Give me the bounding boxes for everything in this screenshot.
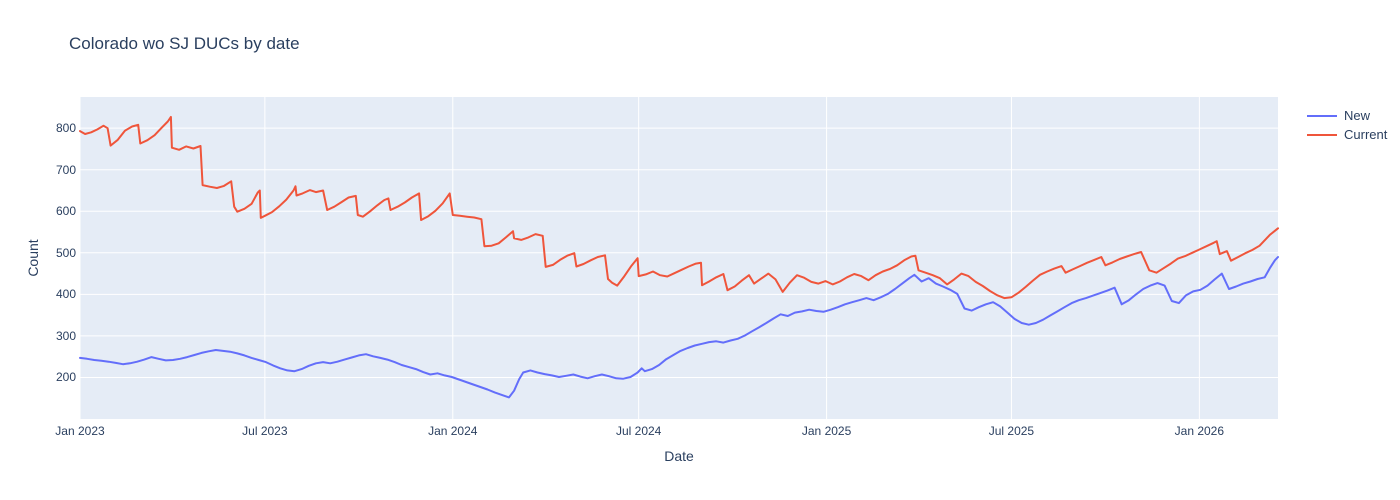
y-tick-label: 500 <box>55 245 76 260</box>
chart-title: Colorado wo SJ DUCs by date <box>69 34 300 53</box>
x-tick-label: Jul 2025 <box>988 424 1035 438</box>
x-tick-label: Jul 2023 <box>242 424 288 438</box>
y-tick-label: 400 <box>55 287 76 302</box>
x-tick-label: Jan 2026 <box>1174 424 1225 438</box>
x-axis-title: Date <box>664 448 694 464</box>
legend-item-new[interactable]: New <box>1307 106 1387 125</box>
legend: New Current <box>1307 106 1387 144</box>
x-tick-label: Jan 2023 <box>55 424 105 438</box>
legend-label: Current <box>1344 127 1388 142</box>
y-tick-label: 800 <box>55 121 76 136</box>
series-line-new[interactable] <box>79 256 1279 399</box>
x-tick-label: Jul 2024 <box>615 424 662 438</box>
x-tick-label: Jan 2025 <box>801 424 852 438</box>
y-tick-label: 200 <box>55 370 76 385</box>
legend-label: New <box>1344 108 1371 123</box>
y-tick-label: 600 <box>55 204 76 219</box>
series-line-current[interactable] <box>79 115 1279 300</box>
y-tick-label: 700 <box>55 162 76 177</box>
x-tick-label: Jan 2024 <box>428 424 478 438</box>
y-tick-label: 300 <box>55 328 76 343</box>
plot-background <box>80 97 1278 419</box>
legend-line-swatch-current <box>1307 133 1337 136</box>
legend-line-swatch-new <box>1307 114 1337 117</box>
legend-item-current[interactable]: Current <box>1307 125 1387 144</box>
y-axis-title: Count <box>25 239 41 277</box>
